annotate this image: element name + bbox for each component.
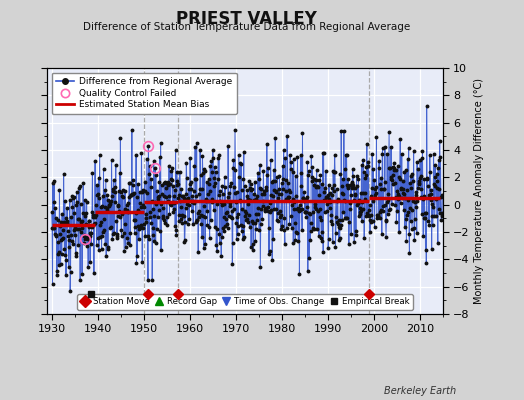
Y-axis label: Monthly Temperature Anomaly Difference (°C): Monthly Temperature Anomaly Difference (… xyxy=(474,78,484,304)
Legend: Station Move, Record Gap, Time of Obs. Change, Empirical Break: Station Move, Record Gap, Time of Obs. C… xyxy=(78,294,412,310)
Text: Difference of Station Temperature Data from Regional Average: Difference of Station Temperature Data f… xyxy=(83,22,410,32)
Text: Berkeley Earth: Berkeley Earth xyxy=(384,386,456,396)
Text: PRIEST VALLEY: PRIEST VALLEY xyxy=(176,10,316,28)
